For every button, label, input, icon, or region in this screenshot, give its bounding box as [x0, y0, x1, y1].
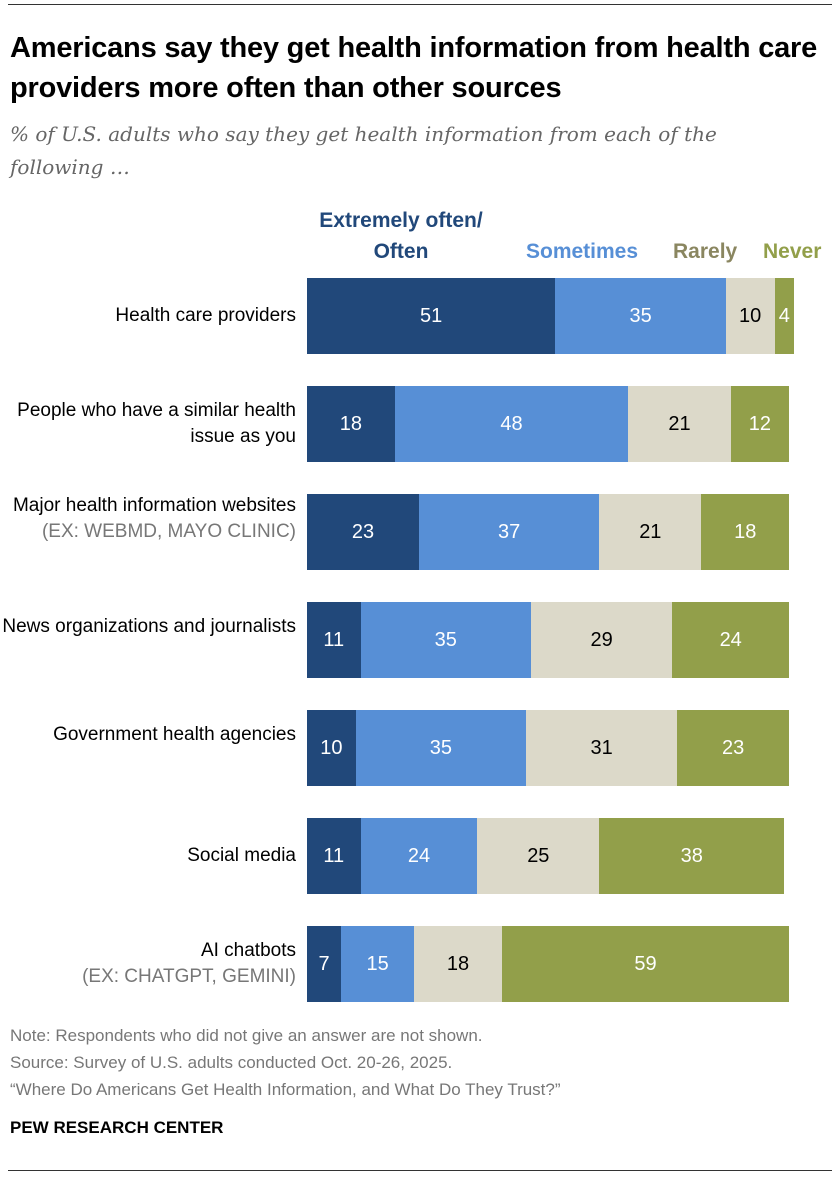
row-label: Social media — [0, 843, 296, 869]
top-rule — [8, 4, 832, 5]
bar-segment-sometimes: 15 — [341, 926, 415, 1002]
data-label: 18 — [446, 952, 470, 975]
data-label: 35 — [434, 628, 457, 651]
data-label: 11 — [323, 844, 345, 867]
bar-segment-sometimes: 48 — [394, 386, 629, 462]
bar-segment-sometimes: 37 — [419, 494, 600, 570]
data-label: 12 — [748, 412, 772, 435]
bar-segment-rarely: 21 — [599, 494, 702, 570]
bar-segment-rarely: 21 — [628, 386, 731, 462]
bar-segment-sometimes: 35 — [555, 278, 726, 354]
bar-segment-rarely: 18 — [414, 926, 502, 1002]
bar-segment-extremely: 11 — [307, 818, 361, 894]
report-title: “Where Do Americans Get Health Informati… — [10, 1080, 561, 1099]
bar-segment-rarely: 31 — [526, 710, 678, 786]
data-label: 31 — [590, 736, 613, 759]
chart-title: Americans say they get health informatio… — [10, 32, 818, 104]
bar-segment-extremely: 23 — [307, 494, 419, 570]
bar-segment-never: 12 — [730, 386, 790, 462]
data-label: 18 — [734, 520, 757, 543]
data-label: 23 — [721, 736, 745, 759]
data-label: 38 — [680, 844, 703, 867]
row-label: News organizations and journalists — [0, 614, 296, 640]
bar-segment-rarely: 29 — [531, 602, 673, 678]
data-label: 51 — [420, 304, 443, 327]
bar-segment-extremely: 7 — [307, 926, 342, 1002]
data-label: 18 — [339, 412, 362, 435]
bar-segment-never: 18 — [701, 494, 790, 570]
data-label: 35 — [629, 304, 652, 327]
data-label: 15 — [366, 952, 389, 975]
row-sublabel: (EX: CHATGPT, GEMINI) — [82, 966, 296, 987]
row-label-text: News organizations and journalists — [2, 616, 296, 637]
note-text: Note: Respondents who did not give an an… — [10, 1026, 483, 1045]
data-label: 11 — [323, 628, 345, 651]
data-label: 24 — [407, 844, 431, 867]
data-label: 24 — [719, 628, 742, 651]
data-label: 21 — [639, 520, 662, 543]
bar-segment-never: 24 — [672, 602, 790, 678]
data-label: 10 — [320, 736, 343, 759]
legend-often: Extremely often/ Often — [319, 209, 483, 263]
bar-segment-sometimes: 35 — [355, 710, 527, 786]
row-label-text: Health care providers — [115, 305, 296, 326]
data-label: 59 — [634, 952, 657, 975]
notes: Note: Respondents who did not give an an… — [10, 1022, 561, 1103]
legend-rarely: Rarely — [673, 240, 738, 263]
row-label-text: AI chatbots — [200, 940, 296, 961]
row-sublabel: (EX: WEBMD, MAYO CLINIC) — [41, 521, 296, 542]
chart-subtitle: % of U.S. adults who say they get health… — [10, 122, 717, 179]
data-label: 48 — [500, 412, 523, 435]
data-label: 29 — [590, 628, 613, 651]
row-label: Government health agencies — [0, 722, 296, 748]
bar-segment-never: 59 — [501, 926, 790, 1002]
legend-sometimes: Sometimes — [526, 240, 639, 263]
bar-segment-extremely: 51 — [307, 278, 556, 354]
row-label-text: Major health information websites — [12, 495, 296, 516]
data-label: 37 — [497, 520, 521, 543]
brand-logo-text: PEW RESEARCH CENTER — [10, 1118, 224, 1137]
data-label: 23 — [351, 520, 375, 543]
bar-segment-rarely: 25 — [477, 818, 600, 894]
row-label-text: People who have a similar health issue a… — [17, 400, 296, 447]
row-label: People who have a similar health issue a… — [0, 398, 296, 450]
row-label: AI chatbots (EX: CHATGPT, GEMINI) — [0, 938, 296, 990]
data-label: 35 — [429, 736, 453, 759]
bar-segment-never: 23 — [677, 710, 790, 786]
bar-segment-extremely: 11 — [307, 602, 361, 678]
bar-segment-extremely: 18 — [307, 386, 395, 462]
bar-segment-never: 4 — [774, 278, 794, 354]
bar-segment-sometimes: 24 — [360, 818, 478, 894]
bar-segment-rarely: 10 — [725, 278, 775, 354]
row-label: Major health information websites (EX: WE… — [0, 493, 296, 545]
bar-segment-extremely: 10 — [307, 710, 356, 786]
row-label: Health care providers — [0, 303, 296, 329]
data-label: 7 — [318, 952, 330, 975]
row-label-text: Social media — [187, 845, 296, 866]
bottom-rule — [8, 1170, 832, 1171]
source-text: Source: Survey of U.S. adults conducted … — [10, 1053, 453, 1072]
data-label: 21 — [668, 412, 691, 435]
bar-segment-never: 38 — [599, 818, 785, 894]
data-label: 10 — [739, 304, 762, 327]
data-label: 25 — [527, 844, 550, 867]
data-label: 4 — [778, 304, 790, 327]
row-label-text: Government health agencies — [53, 724, 296, 745]
bar-segment-sometimes: 35 — [360, 602, 531, 678]
legend-never: Never — [763, 240, 822, 263]
